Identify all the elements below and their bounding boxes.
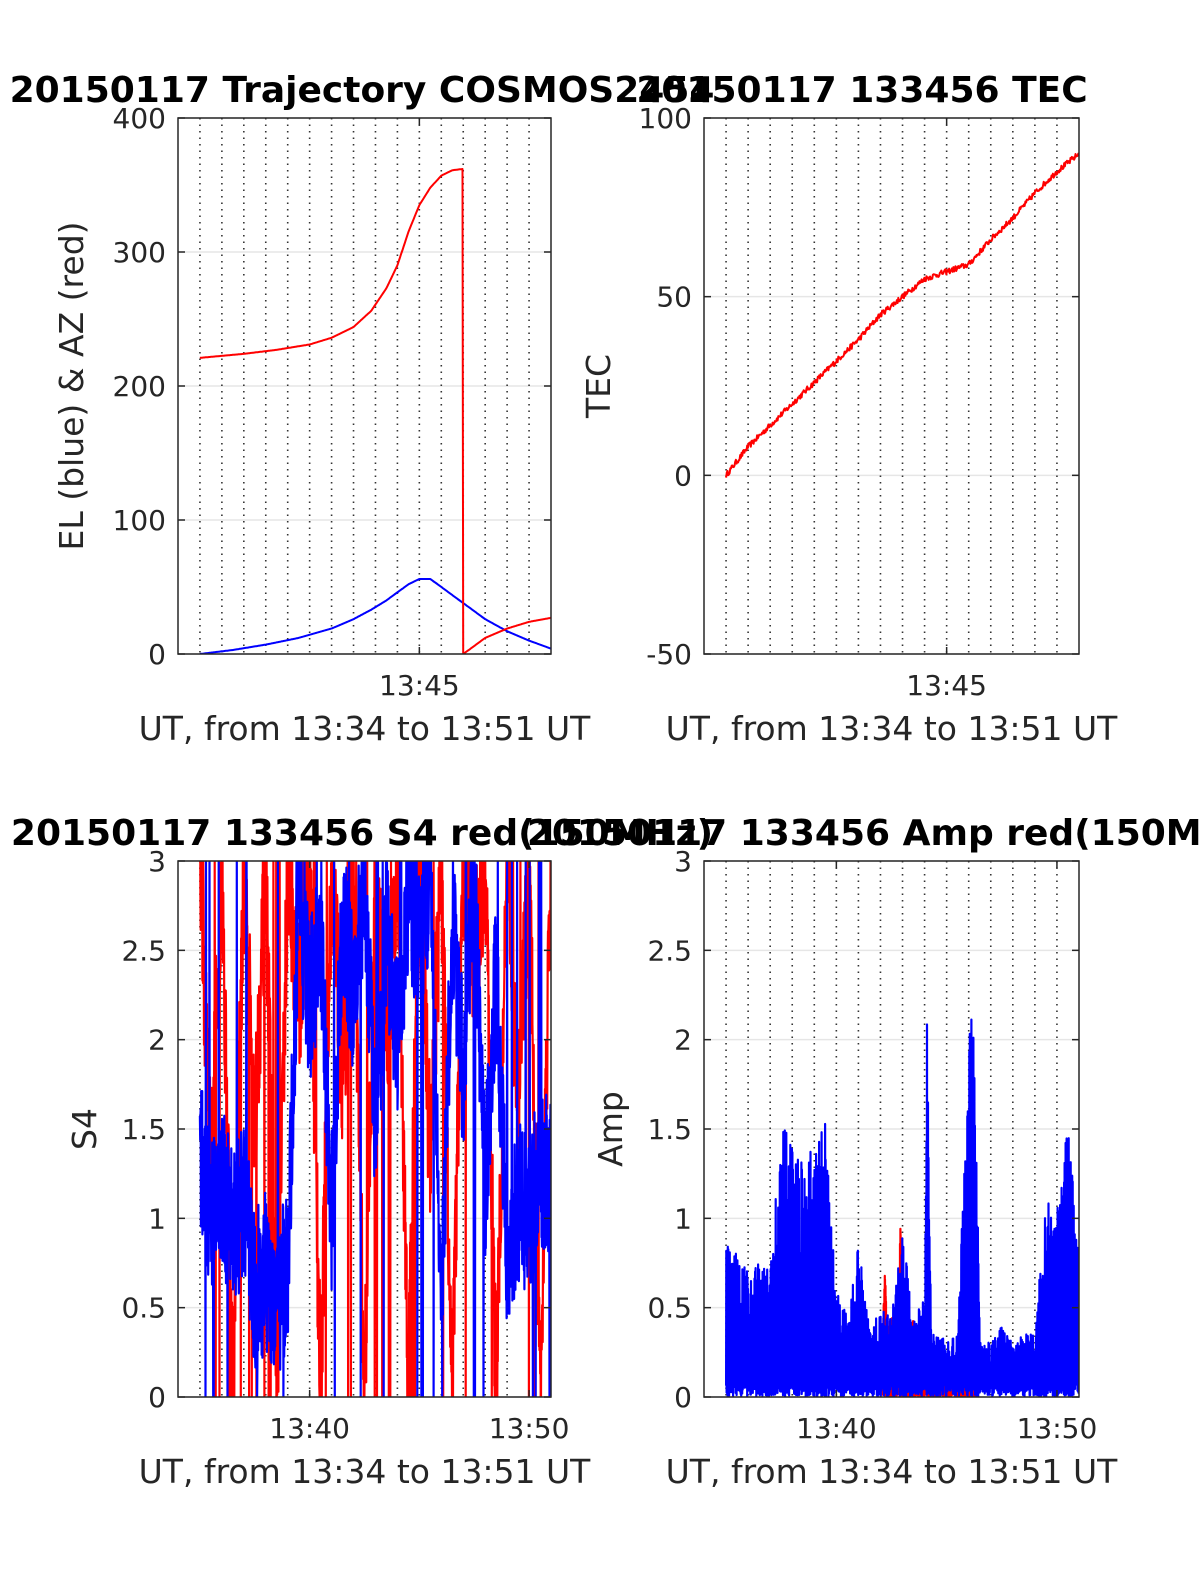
y-tick-label: 2.5: [647, 934, 692, 967]
data-layer: [725, 152, 1079, 478]
y-tick-label: 3: [674, 845, 692, 878]
chart-4: 0 0.5 1 1.5 2 2.5 3 13:40 13:50 UT, from 13:34 to…: [527, 813, 1200, 1491]
series-line-1: [725, 152, 1079, 478]
y-tick-label: 0.5: [647, 1292, 692, 1325]
y-tick-label: 2: [674, 1024, 692, 1057]
y-tick-label: 1: [148, 1202, 166, 1235]
y-axis-label: Amp: [591, 1091, 630, 1167]
x-tick-label: 13:50: [489, 1412, 570, 1445]
y-tick-label: 2.5: [121, 934, 166, 967]
x-axis-label: UT, from 13:34 to 13:51 UT: [139, 1452, 592, 1491]
y-tick-label: 0: [148, 638, 166, 671]
data-layer: [725, 1018, 1079, 1397]
x-tick-label: 13:40: [796, 1412, 877, 1445]
y-tick-label: 400: [113, 102, 166, 135]
series-line-2: [725, 1018, 1079, 1397]
x-axis-label: UT, from 13:34 to 13:51 UT: [139, 709, 592, 748]
y-tick-label: 0: [674, 459, 692, 492]
y-tick-label: 200: [113, 370, 166, 403]
y-axis-label: TEC: [579, 354, 618, 419]
axes-frame: [703, 117, 1080, 655]
plot-area: [704, 118, 1079, 654]
x-tick-label: 13:50: [1017, 1412, 1098, 1445]
chart-title: 20150117 Trajectory COSMOS2454: [10, 70, 715, 111]
series-line-2: [198, 861, 551, 1397]
y-tick-label: 50: [656, 281, 692, 314]
y-tick-label: 2: [148, 1024, 166, 1057]
y-axis-label: S4: [65, 1108, 104, 1150]
y-tick-label: 1: [674, 1202, 692, 1235]
series-line-2: [199, 168, 551, 654]
x-axis-label: UT, from 13:34 to 13:51 UT: [666, 1452, 1119, 1491]
x-tick-label: 13:45: [906, 669, 987, 702]
data-layer: [199, 168, 551, 654]
x-axis-label: UT, from 13:34 to 13:51 UT: [666, 709, 1119, 748]
y-tick-label: 0.5: [121, 1292, 166, 1325]
chart-1: 0 100 200 300 400 13:45 UT, from 13:34 to 13:5…: [10, 70, 715, 748]
y-tick-label: 300: [113, 236, 166, 269]
y-tick-label: 3: [148, 845, 166, 878]
chart-title: 20150117 133456 TEC: [636, 70, 1087, 111]
chart-title: 20150117 133456 S4 red(150MHz): [11, 813, 713, 854]
x-tick-label: 13:40: [269, 1412, 350, 1445]
y-tick-label: -50: [646, 638, 692, 671]
y-tick-label: 100: [113, 504, 166, 537]
series-line-1: [199, 861, 551, 1397]
y-tick-label: 1.5: [647, 1113, 692, 1146]
y-axis-label: EL (blue) & AZ (red): [52, 221, 91, 550]
data-layer: [198, 861, 551, 1397]
chart-2: -50 0 50 100 13:45 UT, from 13:34 to 13:51 UT…: [579, 70, 1118, 748]
series-line-1: [199, 578, 551, 654]
y-tick-label: 100: [639, 102, 692, 135]
y-tick-label: 1.5: [121, 1113, 166, 1146]
chart-title: 20150117 133456 Amp red(150MHz): [527, 813, 1200, 854]
x-tick-label: 13:45: [379, 669, 460, 702]
y-tick-label: 0: [674, 1381, 692, 1414]
y-tick-label: 0: [148, 1381, 166, 1414]
chart-3: 0 0.5 1 1.5 2 2.5 3 13:40 13:50 UT, from 13:34 to…: [11, 813, 713, 1491]
